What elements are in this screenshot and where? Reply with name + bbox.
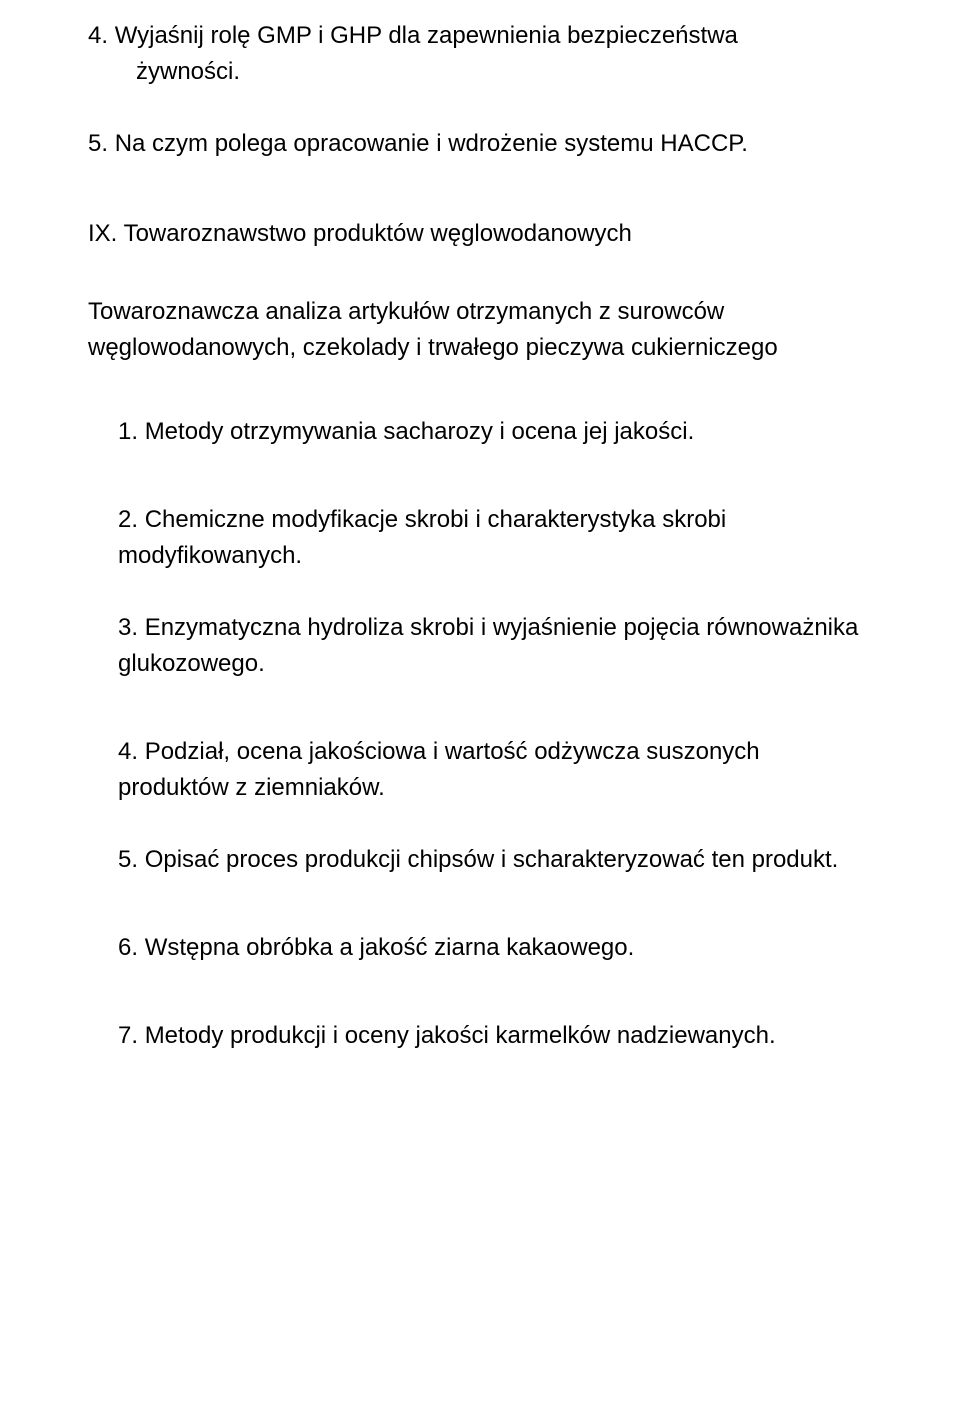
section-intro-text: Towaroznawcza analiza artykułów otrzyman… — [88, 298, 778, 361]
list-item: 2. Chemiczne modyfikacje skrobi i charak… — [88, 502, 872, 574]
item-number: 5. — [88, 130, 108, 157]
item-number: 6. — [118, 934, 138, 961]
item-number: 7. — [118, 1022, 138, 1049]
item-number: 5. — [118, 846, 138, 873]
item-text: Metody otrzymywania sacharozy i ocena je… — [145, 418, 695, 445]
document-body: 4. Wyjaśnij rolę GMP i GHP dla zapewnien… — [88, 18, 872, 1054]
intro-list-item-continuation: żywności. — [88, 54, 872, 90]
list-item: 6. Wstępna obróbka a jakość ziarna kakao… — [88, 930, 872, 966]
section-items: 1. Metody otrzymywania sacharozy i ocena… — [88, 414, 872, 1054]
item-text: Chemiczne modyfikacje skrobi i charakter… — [118, 506, 726, 569]
list-item: 4. Podział, ocena jakościowa i wartość o… — [88, 734, 872, 806]
item-number: 1. — [118, 418, 138, 445]
item-text: Metody produkcji i oceny jakości karmelk… — [145, 1022, 776, 1049]
item-text: Enzymatyczna hydroliza skrobi i wyjaśnie… — [118, 614, 858, 677]
item-text: Wstępna obróbka a jakość ziarna kakaoweg… — [145, 934, 635, 961]
list-item: 5. Opisać proces produkcji chipsów i sch… — [88, 842, 872, 878]
intro-list-item: 4. Wyjaśnij rolę GMP i GHP dla zapewnien… — [88, 18, 872, 54]
item-text: Podział, ocena jakościowa i wartość odży… — [118, 738, 760, 801]
list-item: 7. Metody produkcji i oceny jakości karm… — [88, 1018, 872, 1054]
item-text: żywności. — [136, 58, 240, 85]
list-item: 3. Enzymatyczna hydroliza skrobi i wyjaś… — [88, 610, 872, 682]
item-text: Na czym polega opracowanie i wdrożenie s… — [115, 130, 748, 157]
item-number: 4. — [88, 22, 108, 49]
section-intro: Towaroznawcza analiza artykułów otrzyman… — [88, 294, 872, 366]
item-number: 4. — [88, 738, 138, 765]
section-title: Towaroznawstwo produktów węglowodanowych — [124, 220, 632, 247]
item-text: Opisać proces produkcji chipsów i schara… — [145, 846, 839, 873]
item-number: 2. — [88, 506, 138, 533]
section-heading: IX. Towaroznawstwo produktów węglowodano… — [88, 216, 872, 252]
intro-list-item: 5. Na czym polega opracowanie i wdrożeni… — [88, 126, 872, 162]
item-number: 3. — [88, 614, 138, 641]
section-number: IX. — [88, 220, 117, 247]
list-item: 1. Metody otrzymywania sacharozy i ocena… — [88, 414, 872, 450]
item-text: Wyjaśnij rolę GMP i GHP dla zapewnienia … — [115, 22, 738, 49]
